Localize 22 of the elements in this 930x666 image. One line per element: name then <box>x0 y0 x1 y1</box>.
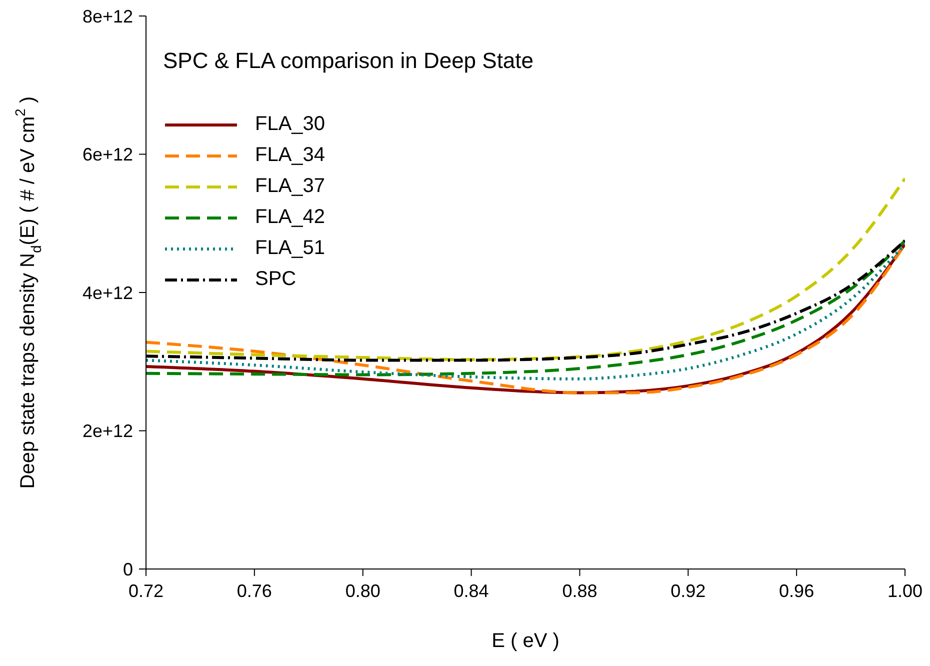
legend-label: FLA_37 <box>255 175 326 198</box>
x-tick-label: 0.80 <box>345 580 380 601</box>
x-axis-title: E ( eV ) <box>492 630 560 652</box>
y-tick-label: 8e+12 <box>82 6 133 26</box>
y-tick-label: 4e+12 <box>82 282 133 303</box>
line-series <box>146 176 905 362</box>
legend-label: FLA_30 <box>255 113 326 136</box>
x-tick-label: 1.00 <box>887 580 923 601</box>
legend-label: FLA_42 <box>255 206 326 229</box>
x-tick-label: 0.88 <box>562 580 598 601</box>
x-tick-label: 0.96 <box>779 580 814 601</box>
x-tick-label: 0.92 <box>670 580 706 601</box>
x-tick-label: 0.84 <box>454 580 489 601</box>
x-tick-label: 0.72 <box>128 580 164 601</box>
legend-label: SPC <box>255 268 296 291</box>
x-tick-label: 0.76 <box>236 580 272 601</box>
y-tick-label: 6e+12 <box>82 144 133 165</box>
y-tick-label: 0 <box>122 559 133 580</box>
y-tick-label: 2e+12 <box>82 421 133 442</box>
legend-label: FLA_51 <box>255 237 326 260</box>
legend-label: FLA_34 <box>255 144 326 167</box>
text: SPC & FLA comparison in Deep State <box>163 48 534 74</box>
